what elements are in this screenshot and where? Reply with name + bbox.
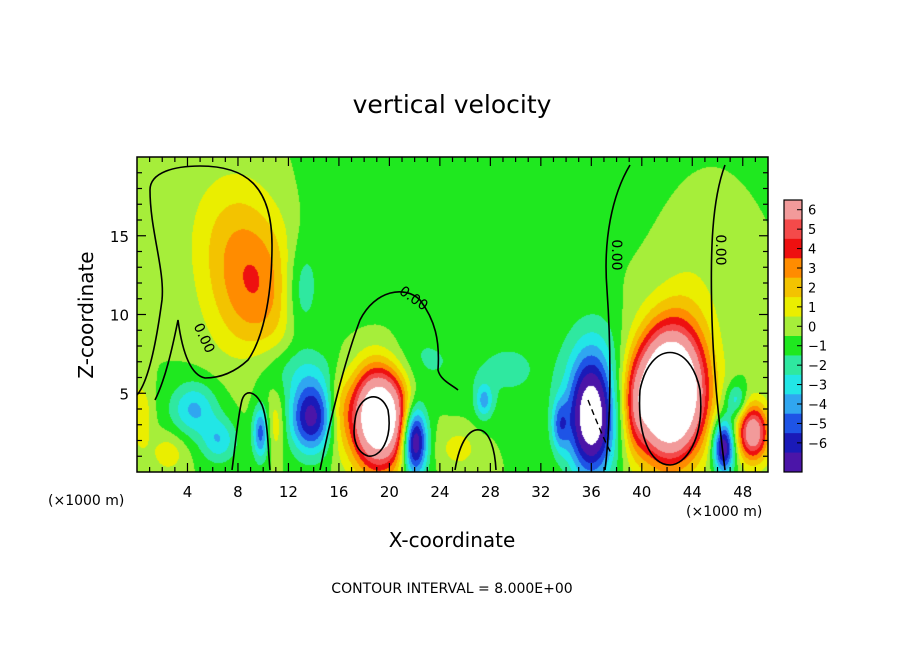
y-axis: 5 10 15 (110, 172, 768, 457)
zero-contour-line (231, 392, 271, 471)
colorbar-swatch (784, 297, 802, 318)
x-tick-label: 8 (233, 483, 243, 501)
x-tick-label: 32 (531, 483, 550, 501)
colorbar-label: 6 (808, 204, 816, 219)
colorbar-swatch (784, 200, 802, 220)
colorbar-swatch (784, 258, 802, 279)
zero-contour-line (136, 165, 273, 401)
colorbar-label: 3 (808, 262, 816, 277)
colorbar-swatch (784, 374, 802, 395)
x-tick-label: 40 (632, 483, 651, 501)
x-unit-right: (×1000 m) (686, 504, 762, 520)
y-tick-label: 15 (110, 228, 129, 246)
x-tick-label: 4 (183, 483, 193, 501)
x-tick-label: 24 (430, 483, 449, 501)
colorbar-swatch (784, 336, 802, 356)
colorbar-label: −2 (808, 359, 827, 374)
contour-label: 0.00 (608, 239, 624, 270)
colorbar-label: −3 (808, 379, 827, 394)
x-tick-label: 36 (582, 483, 601, 501)
colorbar-frame (783, 199, 803, 473)
zero-contour-line (604, 164, 631, 471)
heatmap-image (137, 157, 768, 472)
colorbar-swatch (784, 316, 802, 337)
x-tick-label: 48 (733, 483, 752, 501)
colorbar-swatch (784, 394, 802, 415)
zero-contour-line (638, 351, 702, 466)
x-tick-label: 16 (329, 483, 348, 501)
plot-area: 0.000.000.00 0.00 (136, 156, 769, 473)
x-unit-left: (×1000 m) (48, 493, 124, 509)
x-tick-label: 44 (683, 483, 702, 501)
chart-title: vertical velocity (353, 90, 552, 119)
zero-contour-line (710, 164, 726, 471)
colorbar-label: −5 (808, 417, 827, 432)
contour-label: 0.00 (712, 234, 728, 265)
colorbar-label: −1 (808, 340, 827, 355)
colorbar-label: 1 (808, 301, 816, 316)
y-tick-label: 10 (110, 307, 129, 325)
zero-contour-line (319, 291, 459, 471)
y-tick-label: 5 (119, 385, 129, 403)
zero-contour-line (454, 429, 497, 471)
colorbar-swatch (784, 413, 802, 434)
colorbar-swatch (784, 452, 802, 473)
colorbar-label: −4 (808, 398, 827, 413)
x-tick-label: 20 (380, 483, 399, 501)
colorbar-swatch (784, 277, 802, 298)
x-axis-label: X-coordinate (389, 528, 516, 552)
zero-contour-line (353, 396, 390, 457)
negative-contour-line (587, 399, 613, 456)
colorbar-label: 5 (808, 223, 816, 238)
colorbar-label: 0 (808, 320, 816, 335)
colorbar-swatch (784, 238, 802, 259)
colorbar-label: 2 (808, 281, 816, 296)
colorbar-label: −6 (808, 437, 827, 452)
colorbar-swatch (784, 355, 802, 376)
x-axis: 4 8 12 16 20 24 28 32 36 40 44 48 (149, 157, 756, 501)
colorbar-label: 4 (808, 243, 816, 258)
colorbar-swatch (784, 219, 802, 240)
y-axis-label: Z-coordinate (74, 251, 98, 378)
x-tick-label: 12 (279, 483, 298, 501)
colorbar: 6 5 4 3 2 1 0 −1 −2 −3 −4 −5 −6 (783, 199, 827, 473)
x-tick-label: 28 (481, 483, 500, 501)
colorbar-swatch (784, 433, 802, 454)
contour-interval-note: CONTOUR INTERVAL = 8.000E+00 (331, 581, 572, 597)
